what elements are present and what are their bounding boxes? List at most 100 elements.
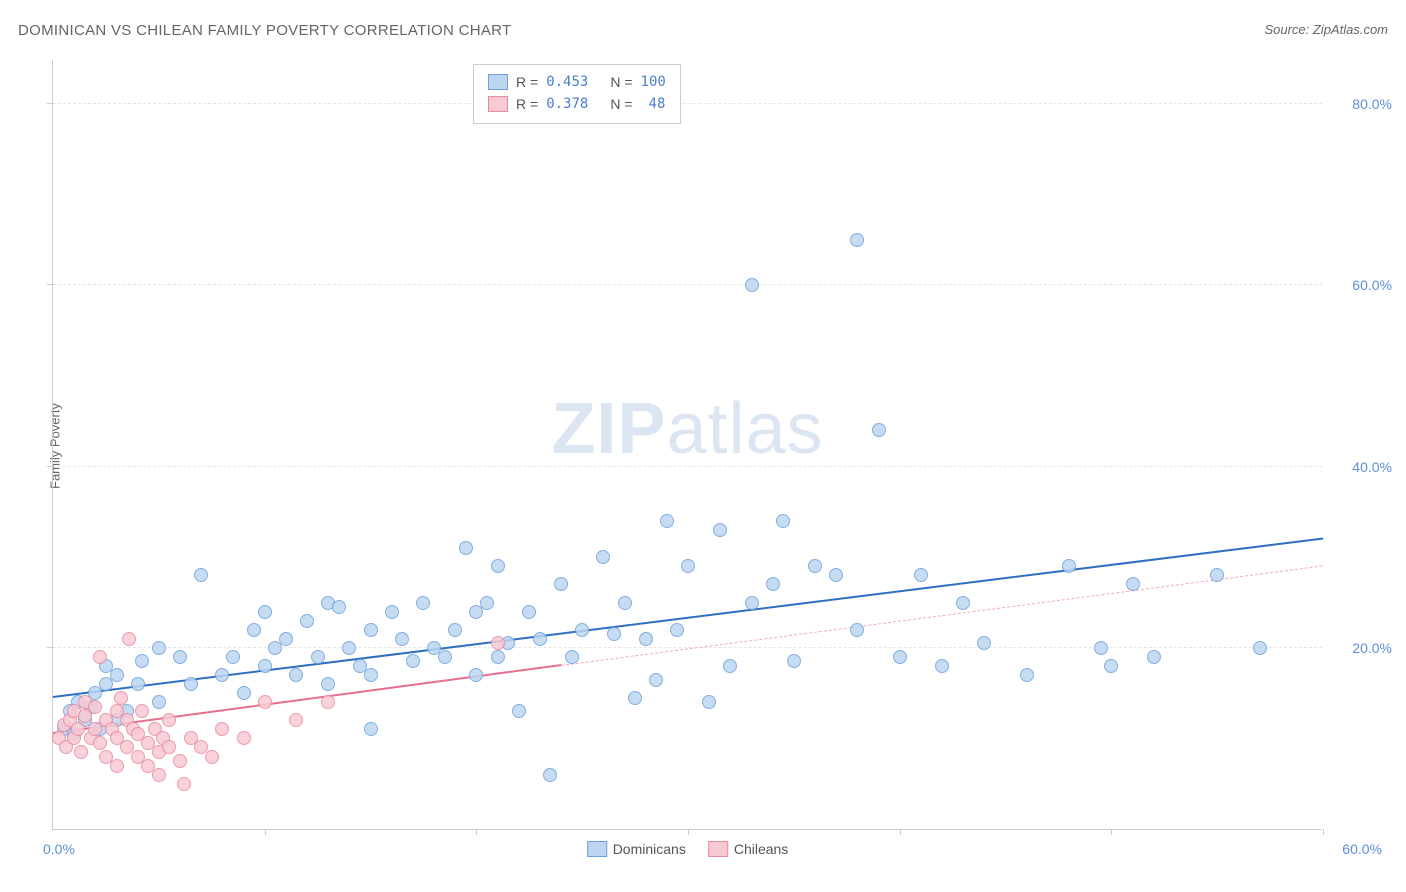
source-attribution: Source: ZipAtlas.com xyxy=(1264,22,1388,37)
scatter-point xyxy=(311,650,325,664)
series-legend-item: Chileans xyxy=(708,841,788,857)
scatter-point xyxy=(152,641,166,655)
scatter-point xyxy=(575,623,589,637)
scatter-point xyxy=(152,768,166,782)
watermark: ZIPatlas xyxy=(551,388,823,470)
scatter-point xyxy=(321,695,335,709)
scatter-point xyxy=(660,514,674,528)
scatter-point xyxy=(162,740,176,754)
scatter-point xyxy=(416,596,430,610)
scatter-point xyxy=(1253,641,1267,655)
scatter-point xyxy=(71,722,85,736)
x-tick xyxy=(476,829,477,835)
scatter-point xyxy=(226,650,240,664)
scatter-point xyxy=(300,614,314,628)
series-legend-item: Dominicans xyxy=(587,841,686,857)
scatter-point xyxy=(914,568,928,582)
scatter-point xyxy=(194,568,208,582)
scatter-point xyxy=(1147,650,1161,664)
scatter-point xyxy=(247,623,261,637)
stats-legend: R = 0.453 N = 100 R = 0.378 N = 48 xyxy=(473,64,681,124)
scatter-point xyxy=(491,559,505,573)
chart-title: DOMINICAN VS CHILEAN FAMILY POVERTY CORR… xyxy=(18,22,512,39)
watermark-bold: ZIP xyxy=(551,389,666,469)
y-tick-label: 40.0% xyxy=(1352,459,1392,475)
scatter-point xyxy=(364,668,378,682)
y-tick xyxy=(47,466,53,467)
y-tick-label: 20.0% xyxy=(1352,640,1392,656)
x-tick xyxy=(1111,829,1112,835)
scatter-point xyxy=(469,668,483,682)
legend-swatch xyxy=(488,96,508,112)
scatter-point xyxy=(135,654,149,668)
scatter-point xyxy=(184,677,198,691)
plot-area: ZIPatlas 20.0%40.0%60.0%80.0% R = 0.453 … xyxy=(52,60,1322,830)
scatter-point xyxy=(289,713,303,727)
watermark-rest: atlas xyxy=(666,389,823,469)
scatter-point xyxy=(850,233,864,247)
n-value: 100 xyxy=(641,71,666,93)
scatter-point xyxy=(893,650,907,664)
scatter-point xyxy=(438,650,452,664)
scatter-point xyxy=(512,704,526,718)
trend-line xyxy=(561,565,1323,666)
scatter-point xyxy=(1126,577,1140,591)
scatter-point xyxy=(406,654,420,668)
scatter-point xyxy=(543,768,557,782)
y-tick xyxy=(47,103,53,104)
scatter-point xyxy=(713,523,727,537)
scatter-point xyxy=(618,596,632,610)
y-tick-label: 80.0% xyxy=(1352,96,1392,112)
scatter-point xyxy=(152,695,166,709)
scatter-point xyxy=(342,641,356,655)
x-tick xyxy=(1323,829,1324,835)
scatter-point xyxy=(607,627,621,641)
scatter-point xyxy=(1210,568,1224,582)
scatter-point xyxy=(808,559,822,573)
scatter-point xyxy=(702,695,716,709)
gridline xyxy=(53,466,1322,467)
scatter-point xyxy=(74,745,88,759)
scatter-point xyxy=(385,605,399,619)
scatter-point xyxy=(745,596,759,610)
scatter-point xyxy=(88,700,102,714)
legend-swatch xyxy=(708,841,728,857)
scatter-point xyxy=(321,677,335,691)
scatter-point xyxy=(977,636,991,650)
scatter-point xyxy=(258,695,272,709)
scatter-point xyxy=(237,686,251,700)
scatter-point xyxy=(596,550,610,564)
scatter-point xyxy=(522,605,536,619)
y-tick xyxy=(47,284,53,285)
scatter-point xyxy=(237,731,251,745)
scatter-point xyxy=(135,704,149,718)
scatter-point xyxy=(93,736,107,750)
scatter-point xyxy=(364,623,378,637)
scatter-point xyxy=(459,541,473,555)
x-tick xyxy=(900,829,901,835)
scatter-point xyxy=(628,691,642,705)
scatter-point xyxy=(258,659,272,673)
scatter-point xyxy=(766,577,780,591)
series-legend: Dominicans Chileans xyxy=(587,841,789,857)
scatter-point xyxy=(131,677,145,691)
scatter-point xyxy=(448,623,462,637)
x-axis-max-label: 60.0% xyxy=(1342,841,1382,857)
legend-swatch xyxy=(488,74,508,90)
scatter-point xyxy=(1094,641,1108,655)
scatter-point xyxy=(93,650,107,664)
scatter-point xyxy=(289,668,303,682)
scatter-point xyxy=(205,750,219,764)
scatter-point xyxy=(776,514,790,528)
scatter-point xyxy=(177,777,191,791)
scatter-point xyxy=(681,559,695,573)
scatter-point xyxy=(639,632,653,646)
series-label: Chileans xyxy=(734,841,788,857)
scatter-point xyxy=(872,423,886,437)
scatter-point xyxy=(110,668,124,682)
stats-legend-row: R = 0.453 N = 100 xyxy=(488,71,666,93)
x-tick xyxy=(688,829,689,835)
scatter-point xyxy=(723,659,737,673)
r-value: 0.378 xyxy=(546,93,588,115)
scatter-point xyxy=(173,650,187,664)
